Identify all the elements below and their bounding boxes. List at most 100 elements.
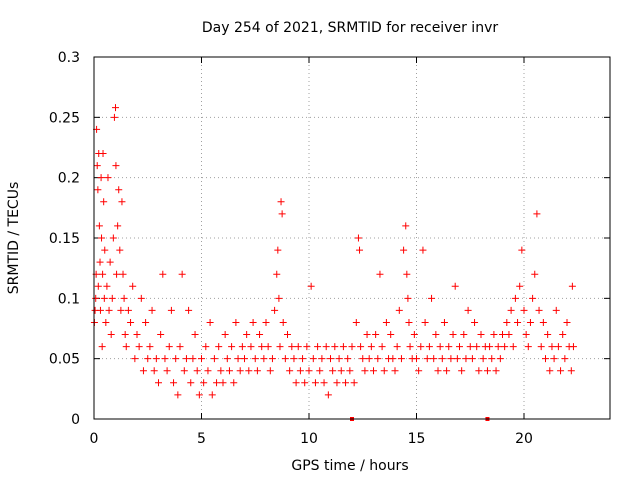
data-point xyxy=(301,379,309,387)
x-axis-label: GPS time / hours xyxy=(291,458,408,474)
data-point xyxy=(219,379,227,387)
data-point xyxy=(178,270,186,278)
data-point xyxy=(496,355,504,363)
data-point xyxy=(539,318,547,326)
data-point xyxy=(569,343,577,351)
data-point xyxy=(92,294,100,302)
data-point xyxy=(370,367,377,375)
data-point xyxy=(284,331,291,339)
data-point xyxy=(204,367,212,375)
data-point xyxy=(115,186,123,194)
data-point xyxy=(354,234,362,242)
data-point xyxy=(410,331,418,339)
data-point xyxy=(122,343,130,351)
data-point xyxy=(251,355,259,363)
data-point xyxy=(365,355,373,363)
data-point xyxy=(342,379,350,387)
data-point xyxy=(113,270,121,278)
data-point xyxy=(337,367,345,375)
data-point xyxy=(544,331,552,339)
data-point xyxy=(537,343,545,351)
data-point xyxy=(557,367,565,375)
data-point xyxy=(331,343,339,351)
data-point xyxy=(314,343,322,351)
data-point xyxy=(509,343,517,351)
data-point xyxy=(114,222,122,230)
data-point xyxy=(234,355,242,363)
data-point xyxy=(176,343,184,351)
data-point xyxy=(223,355,231,363)
data-point xyxy=(256,331,264,339)
data-point xyxy=(101,246,109,254)
grid xyxy=(94,57,610,419)
data-point xyxy=(98,234,106,242)
data-point xyxy=(108,294,116,302)
data-point xyxy=(299,355,307,363)
data-point xyxy=(344,355,352,363)
data-point xyxy=(230,379,238,387)
tick-labels: 0 5 10 15 20 0 0.05 0.1 0.15 0.2 0.25 0.3 xyxy=(49,50,533,447)
data-point xyxy=(232,318,240,326)
data-point xyxy=(243,331,251,339)
data-point xyxy=(567,367,575,375)
data-point xyxy=(96,306,104,314)
data-point xyxy=(309,355,317,363)
data-point xyxy=(451,282,459,290)
data-point xyxy=(238,343,246,351)
data-point xyxy=(271,306,279,314)
data-point xyxy=(361,367,369,375)
data-point xyxy=(286,367,294,375)
data-point xyxy=(187,379,195,387)
data-point xyxy=(119,270,127,278)
data-point xyxy=(307,282,315,290)
data-point xyxy=(195,391,203,399)
data-point xyxy=(135,343,143,351)
data-point xyxy=(378,343,386,351)
data-point xyxy=(217,367,225,375)
data-point xyxy=(436,343,444,351)
data-point xyxy=(391,367,399,375)
data-point xyxy=(292,379,300,387)
data-point xyxy=(144,355,152,363)
data-point xyxy=(200,379,208,387)
data-point xyxy=(127,318,135,326)
data-point xyxy=(568,282,576,290)
data-point xyxy=(110,113,118,121)
data-point xyxy=(275,294,283,302)
data-point xyxy=(117,306,125,314)
data-point xyxy=(118,198,126,206)
data-point xyxy=(129,282,137,290)
data-point xyxy=(213,379,221,387)
data-point xyxy=(505,331,513,339)
data-point xyxy=(318,355,326,363)
y-tick-label: 0.15 xyxy=(49,231,80,247)
data-point xyxy=(348,343,356,351)
data-point xyxy=(191,331,199,339)
data-point xyxy=(483,367,491,375)
data-point xyxy=(382,318,390,326)
x-tick-label: 0 xyxy=(90,431,99,447)
data-point xyxy=(100,198,108,206)
data-point xyxy=(96,258,104,266)
data-point xyxy=(405,318,413,326)
data-point xyxy=(374,355,382,363)
data-point xyxy=(507,306,515,314)
data-point xyxy=(546,367,554,375)
data-point xyxy=(329,367,337,375)
data-point xyxy=(174,391,182,399)
x-tick-label: 20 xyxy=(515,431,533,447)
data-point xyxy=(359,355,367,363)
data-point xyxy=(241,355,248,363)
data-point xyxy=(445,343,453,351)
data-point xyxy=(499,331,506,339)
data-point xyxy=(393,343,401,351)
y-tick-label: 0.25 xyxy=(49,110,80,126)
data-point xyxy=(296,367,304,375)
data-point xyxy=(466,343,474,351)
plot-frame xyxy=(93,56,611,420)
data-point xyxy=(490,331,498,339)
data-point xyxy=(290,355,298,363)
data-point xyxy=(456,343,463,351)
x-tick-label: 5 xyxy=(197,431,206,447)
data-point xyxy=(486,343,494,351)
